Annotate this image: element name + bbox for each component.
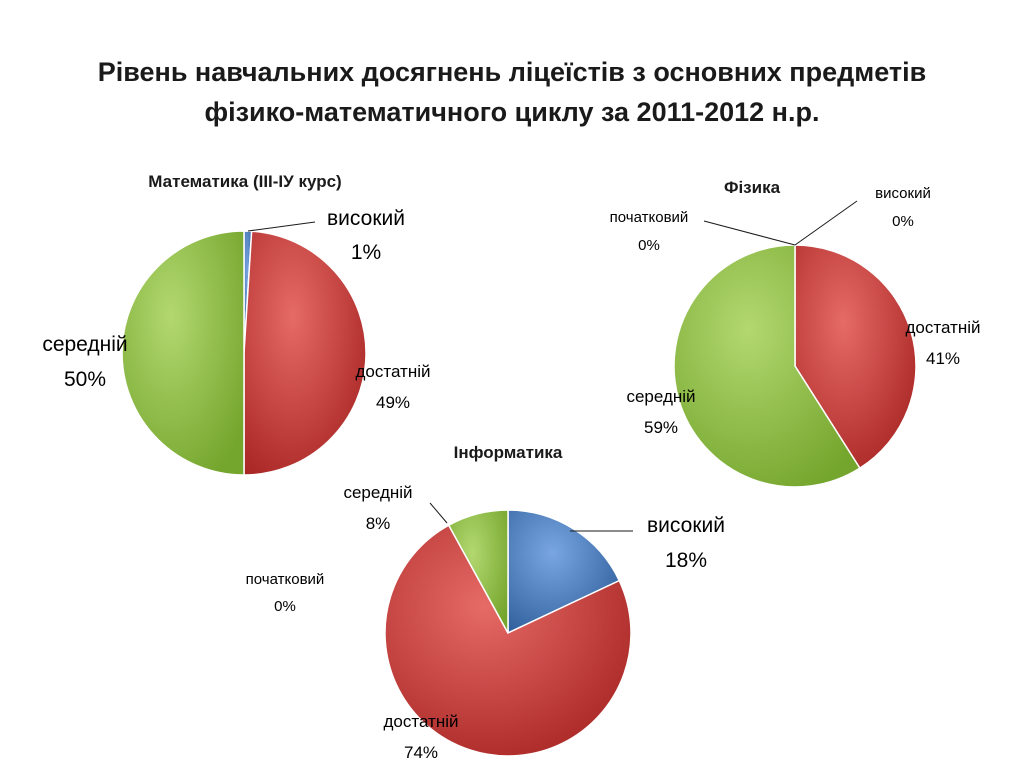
slice-label: високий (327, 207, 405, 230)
pie-2 (384, 509, 632, 757)
chart-title-physics: Фізика (724, 178, 781, 197)
slice-value-label: 0% (638, 237, 660, 254)
slice-label: середній (626, 387, 695, 406)
pie-slice-середній (447, 509, 509, 634)
pie-slice-середній (673, 244, 861, 488)
slice-value-label: 50% (64, 368, 106, 391)
leader-line (794, 200, 858, 246)
slice-label: середній (42, 333, 127, 356)
pie-0 (121, 230, 367, 476)
slide-title: Рівень навчальних досягнень ліцеїстів з … (20, 52, 1004, 132)
slice-value-label: 0% (892, 213, 914, 230)
slice-value-label: 74% (404, 743, 438, 762)
slice-value-label: 1% (351, 241, 381, 264)
slice-value-label: 18% (665, 549, 707, 572)
slice-value-label: 8% (366, 514, 391, 533)
slice-label: початковий (610, 209, 689, 226)
slice-label: високий (875, 185, 931, 202)
leader-line (247, 221, 316, 232)
slice-value-label: 59% (644, 418, 678, 437)
chart-title-informatics: Інформатика (454, 443, 563, 462)
slice-label: достатній (356, 362, 431, 381)
slice-label: середній (343, 483, 412, 502)
slice-label: початковий (246, 571, 325, 588)
slice-value-label: 41% (926, 349, 960, 368)
slice-label: достатній (906, 318, 981, 337)
slice-value-label: 49% (376, 393, 410, 412)
pie-1 (673, 244, 917, 488)
chart-title-math: Математика (III-ІУ курс) (148, 172, 341, 191)
pie-slice-достатній (243, 230, 367, 476)
slice-value-label: 0% (274, 598, 296, 615)
leader-line (703, 220, 796, 246)
title-line-2: фізико-математичного циклу за 2011-2012 … (204, 97, 820, 127)
title-line-1: Рівень навчальних досягнень ліцеїстів з … (97, 57, 927, 87)
slice-label: високий (647, 514, 725, 537)
pie-slice-достатній (384, 524, 632, 757)
pie-slice-високий (507, 509, 621, 635)
leader-line (429, 502, 448, 524)
slice-label: достатній (384, 712, 459, 731)
pie-slice-середній (121, 230, 245, 476)
